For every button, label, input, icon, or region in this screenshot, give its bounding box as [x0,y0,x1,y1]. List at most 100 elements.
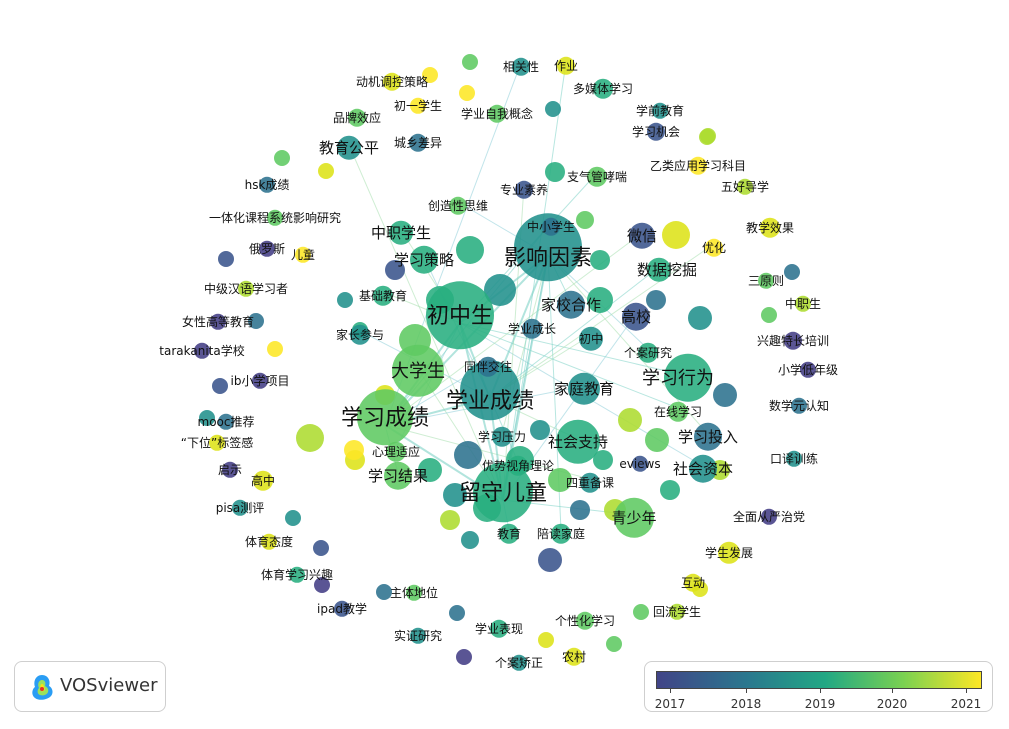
keyword-node[interactable] [238,280,254,297]
keyword-node[interactable] [538,632,554,648]
keyword-node[interactable] [632,455,648,472]
keyword-node[interactable] [314,577,330,593]
keyword-node[interactable] [557,56,575,75]
keyword-node[interactable] [718,541,740,564]
keyword-label[interactable]: 初中 [579,331,603,346]
keyword-label[interactable]: 全面从严治党 [733,509,805,524]
keyword-node[interactable] [422,67,438,83]
keyword-node[interactable] [261,533,277,550]
keyword-node[interactable] [590,250,610,270]
keyword-label[interactable]: 初中生 [427,304,493,329]
keyword-label[interactable]: 学习成绩 [341,406,429,431]
keyword-node[interactable] [515,180,533,199]
keyword-node[interactable] [614,497,654,538]
keyword-label[interactable]: 创造性思维 [428,199,488,213]
keyword-node[interactable] [267,209,283,226]
keyword-node[interactable] [267,341,283,357]
keyword-label[interactable]: 农村 [562,650,586,664]
keyword-node[interactable] [618,408,642,432]
keyword-label[interactable]: 学习机会 [632,124,680,139]
keyword-label[interactable]: 学业表现 [475,621,523,636]
keyword-node[interactable] [638,342,658,363]
keyword-label[interactable]: 中级汉语学习者 [204,281,288,296]
keyword-node[interactable] [389,220,413,245]
keyword-node[interactable] [289,566,305,583]
keyword-node[interactable] [337,135,361,160]
keyword-node[interactable] [652,102,668,119]
keyword-label[interactable]: 优势视角理论 [482,458,554,473]
keyword-node[interactable] [689,156,707,175]
keyword-node[interactable] [454,441,482,469]
keyword-node[interactable] [664,353,712,402]
keyword-node[interactable] [410,97,426,114]
keyword-label[interactable]: 家长参与 [336,327,384,342]
keyword-node[interactable] [460,360,520,421]
keyword-node[interactable] [385,260,405,280]
keyword-label[interactable]: 在线学习 [654,404,702,419]
keyword-label[interactable]: 中小学生 [527,219,575,234]
keyword-label[interactable]: 学生发展 [705,545,753,560]
keyword-label[interactable]: tarakanita学校 [159,343,244,358]
keyword-label[interactable]: 教学效果 [746,220,794,235]
keyword-node[interactable] [548,468,572,492]
keyword-node[interactable] [647,122,665,141]
keyword-node[interactable] [484,274,516,306]
keyword-label[interactable]: ipad教学 [317,601,367,616]
keyword-label[interactable]: 青少年 [611,509,656,527]
keyword-label[interactable]: 数学元认知 [769,398,829,413]
keyword-label[interactable]: 高校 [621,308,651,326]
keyword-label[interactable]: 社会资本 [673,460,733,478]
keyword-node[interactable] [383,72,401,91]
keyword-node[interactable] [689,454,717,483]
keyword-node[interactable] [758,272,774,289]
keyword-node[interactable] [212,378,228,394]
keyword-node[interactable] [512,57,530,76]
keyword-node[interactable] [760,217,780,238]
keyword-label[interactable]: 启示 [218,463,242,477]
keyword-node[interactable] [684,573,702,592]
keyword-label[interactable]: 教育公平 [319,139,379,157]
keyword-node[interactable] [646,290,666,310]
keyword-node[interactable] [232,499,248,516]
keyword-label[interactable]: 数据挖掘 [637,261,697,279]
keyword-label[interactable]: 专业素养 [500,182,548,197]
keyword-label[interactable]: 四重备课 [566,476,614,490]
keyword-node[interactable] [376,584,392,600]
keyword-label[interactable]: 学前教育 [636,103,684,118]
keyword-node[interactable] [688,306,712,330]
keyword-label[interactable]: 实证研究 [394,628,442,643]
keyword-node[interactable] [538,548,562,572]
keyword-node[interactable] [587,287,613,313]
keyword-label[interactable]: 多媒体学习 [573,81,633,96]
keyword-node[interactable] [334,600,350,617]
keyword-node[interactable] [629,222,655,249]
keyword-label[interactable]: 作业 [554,59,578,73]
keyword-label[interactable]: 学习投入 [678,428,738,446]
keyword-node[interactable] [579,326,603,351]
keyword-label[interactable]: 微信 [627,227,657,245]
keyword-label[interactable]: 中职学生 [371,224,431,242]
keyword-node[interactable] [222,461,238,478]
keyword-label[interactable]: mooc推荐 [198,415,255,429]
keyword-node[interactable] [488,104,506,123]
keyword-label[interactable]: 支气管哮喘 [567,169,627,184]
keyword-node[interactable] [565,647,583,666]
keyword-label[interactable]: 影响因素 [504,246,592,271]
keyword-label[interactable]: 儿童 [291,247,315,262]
keyword-node[interactable] [647,257,671,282]
keyword-node[interactable] [514,213,582,282]
keyword-node[interactable] [508,455,528,476]
keyword-node[interactable] [576,611,594,630]
keyword-node[interactable] [580,472,600,493]
keyword-label[interactable]: 学业成绩 [446,389,534,414]
keyword-node[interactable] [459,85,475,101]
keyword-node[interactable] [668,401,688,422]
keyword-label[interactable]: “下位”标签感 [181,435,253,450]
keyword-label[interactable]: ib小学项目 [231,373,290,388]
keyword-label[interactable]: 中职生 [785,296,821,311]
keyword-label[interactable]: 学业成长 [508,321,556,336]
keyword-label[interactable]: 五好导学 [721,179,769,194]
keyword-label[interactable]: 个性化学习 [555,613,615,628]
keyword-node[interactable] [209,434,225,451]
keyword-label[interactable]: 城乡差异 [394,136,442,150]
